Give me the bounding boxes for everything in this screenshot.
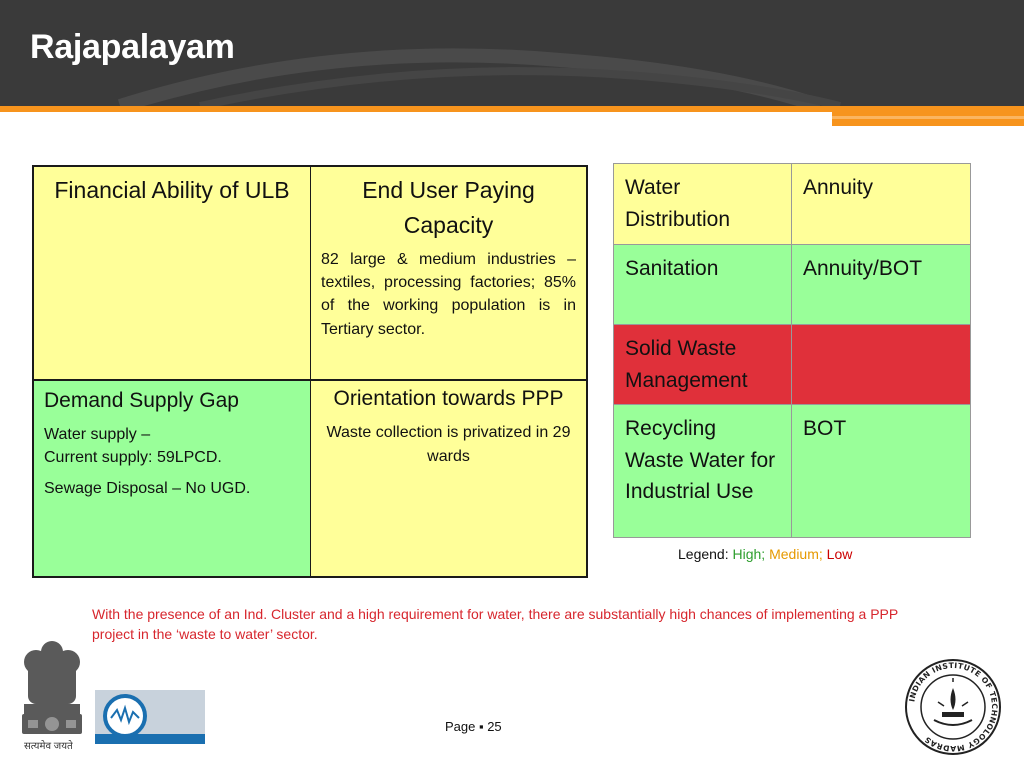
model-cell: BOT (791, 404, 971, 538)
financial-ability-heading: Financial Ability of ULB (54, 177, 290, 203)
table-row: Recycling Waste Water for Industrial Use… (613, 404, 971, 538)
model-cell: Annuity/BOT (791, 244, 971, 325)
iit-madras-seal-icon: INDIAN INSTITUTE OF TECHNOLOGY MADRAS (905, 659, 1001, 755)
end-user-body: 82 large & medium industries – textiles,… (321, 251, 576, 338)
orientation-ppp-heading: Orientation towards PPP (333, 387, 564, 410)
orientation-ppp-cell: Orientation towards PPP Waste collection… (311, 381, 586, 576)
header-swoosh-decoration (117, 48, 841, 106)
organisation-logo-icon (95, 690, 205, 744)
table-row: Sanitation Annuity/BOT (613, 244, 971, 325)
end-user-heading: End User Paying Capacity (362, 177, 535, 238)
emblem-caption: सत्यमेव जयते (24, 741, 73, 752)
legend-high: High; (732, 546, 766, 562)
demand-supply-sewage-line: Sewage Disposal – No UGD. (44, 479, 251, 497)
model-cell: Annuity (791, 163, 971, 245)
state-emblem-icon (22, 641, 82, 734)
page-number: Page ▪ 25 (445, 719, 502, 734)
header-accent-tab (832, 112, 1024, 126)
table-row: Solid Waste Management (613, 324, 971, 405)
header-accent-tab-stripe (832, 116, 1024, 119)
demand-supply-water-line: Water supply – (44, 425, 151, 443)
demand-supply-current-line: Current supply: 59LPCD. (44, 448, 222, 466)
assessment-matrix: Financial Ability of ULB End User Paying… (32, 165, 588, 578)
model-cell (791, 324, 971, 405)
demand-supply-cell: Demand Supply Gap Water supply – Current… (34, 381, 311, 576)
financial-ability-cell: Financial Ability of ULB (34, 167, 311, 381)
legend-label: Legend: (678, 546, 729, 562)
table-row: Water Distribution Annuity (613, 163, 971, 245)
sector-cell: Recycling Waste Water for Industrial Use (613, 404, 792, 538)
end-user-cell: End User Paying Capacity 82 large & medi… (311, 167, 586, 381)
orientation-ppp-body: Waste collection is privatized in 29 war… (326, 424, 571, 465)
legend-medium: Medium; (769, 546, 823, 562)
slide-header: Rajapalayam (0, 0, 1024, 106)
conclusion-note: With the presence of an Ind. Cluster and… (92, 606, 898, 643)
legend: Legend: High; Medium; Low (678, 546, 852, 562)
slide-title: Rajapalayam (30, 28, 235, 66)
sector-cell: Water Distribution (613, 163, 792, 245)
header-accent-bar (0, 106, 1024, 112)
legend-low: Low (826, 546, 853, 562)
project-table: Water Distribution Annuity Sanitation An… (613, 163, 971, 538)
demand-supply-heading: Demand Supply Gap (44, 389, 239, 412)
sector-cell: Sanitation (613, 244, 792, 325)
sector-cell: Solid Waste Management (613, 324, 792, 405)
